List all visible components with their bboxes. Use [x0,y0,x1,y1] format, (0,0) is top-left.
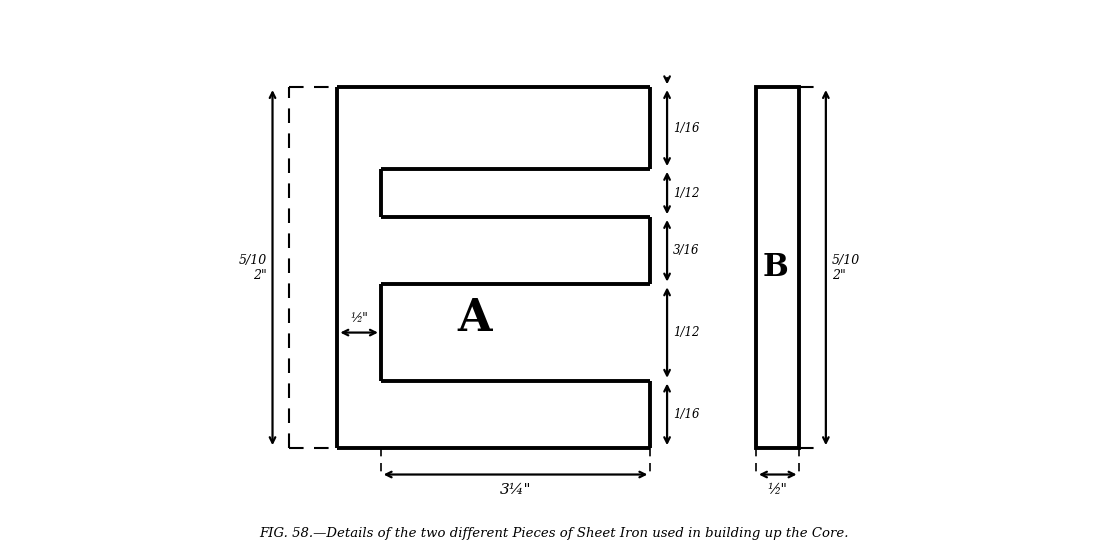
Text: ½": ½" [768,483,788,497]
Text: 5/10
2": 5/10 2" [238,253,267,282]
Text: 1/12: 1/12 [673,186,699,199]
Text: 1/12: 1/12 [673,326,699,339]
Text: 5/10
2": 5/10 2" [832,253,860,282]
Text: A: A [458,296,492,340]
Text: 3¼": 3¼" [500,483,531,497]
Text: ½": ½" [350,311,368,324]
Text: 1/16: 1/16 [673,122,699,135]
Text: B: B [762,252,789,283]
Text: 1/16: 1/16 [673,408,699,421]
Bar [756,87,799,448]
Text: 3/16: 3/16 [673,244,699,257]
Text: FIG. 58.—Details of the two different Pieces of Sheet Iron used in building up t: FIG. 58.—Details of the two different Pi… [259,526,849,540]
